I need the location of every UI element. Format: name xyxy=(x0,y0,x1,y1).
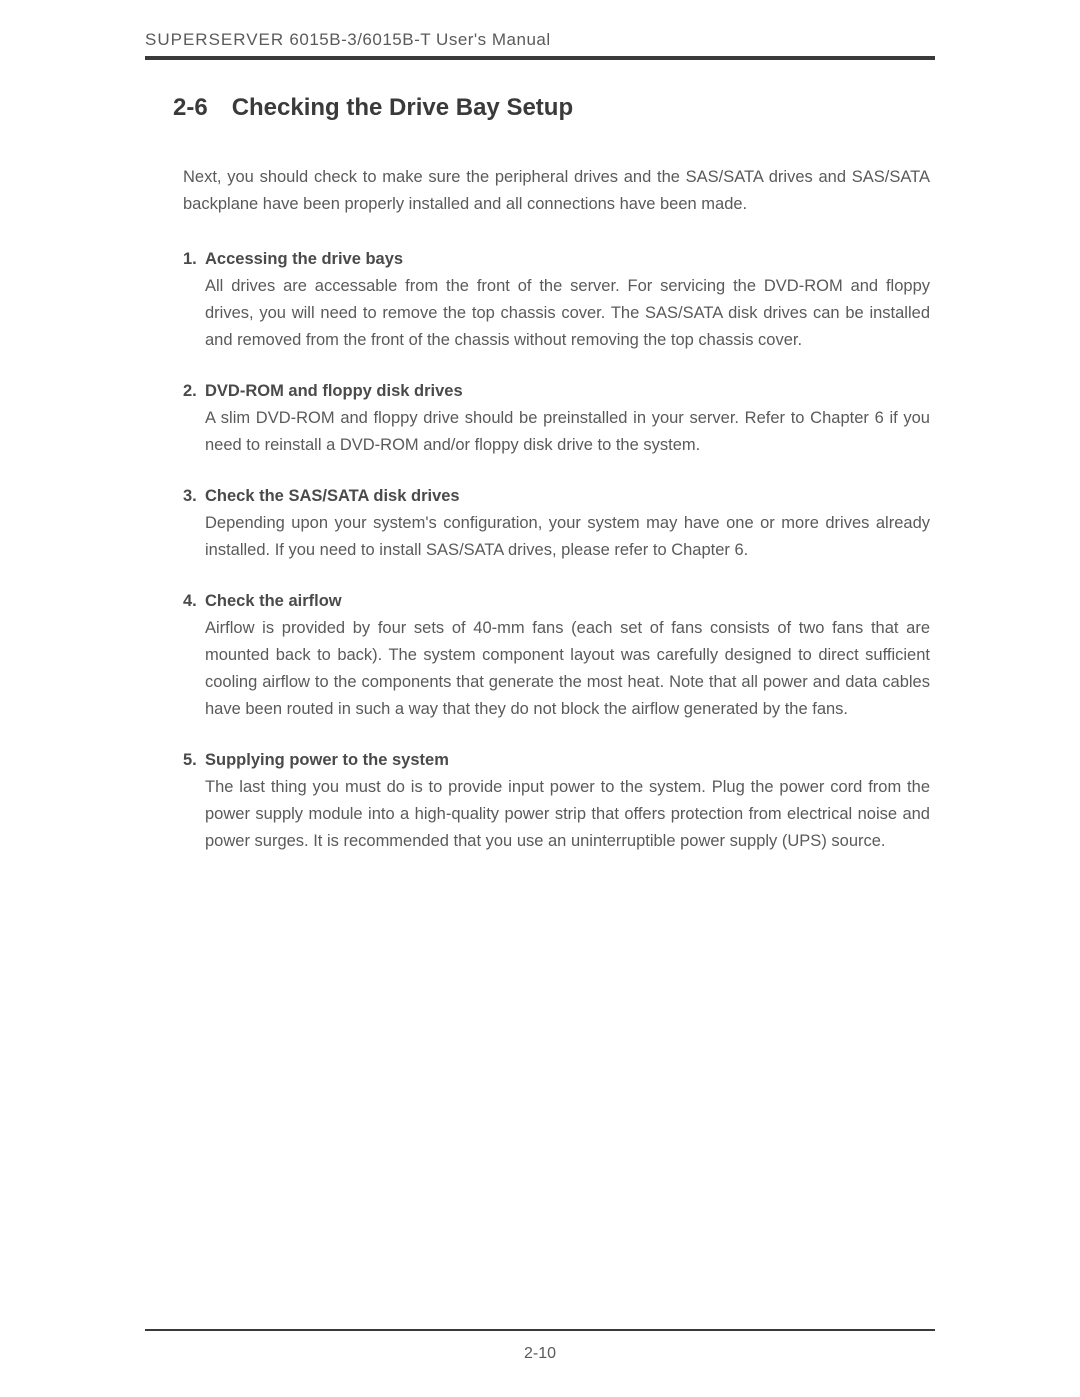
list-item-body: All drives are accessable from the front… xyxy=(205,273,930,354)
footer-rule xyxy=(145,1329,935,1331)
list-item-heading: 3. Check the SAS/SATA disk drives xyxy=(183,487,930,506)
list-item-number: 2. xyxy=(183,382,205,401)
section-number: 2-6 xyxy=(173,94,208,121)
section-title: 2-6 Checking the Drive Bay Setup xyxy=(173,94,935,122)
list-item-body: The last thing you must do is to provide… xyxy=(205,774,930,855)
list-item-heading: 4. Check the airflow xyxy=(183,592,930,611)
list-item-number: 4. xyxy=(183,592,205,611)
list-item: 2. DVD-ROM and floppy disk drives A slim… xyxy=(183,382,930,459)
section-title-text: Checking the Drive Bay Setup xyxy=(232,94,573,121)
header-rule xyxy=(145,56,935,60)
list-item-body: Airflow is provided by four sets of 40-m… xyxy=(205,615,930,723)
list-item: 1. Accessing the drive bays All drives a… xyxy=(183,250,930,354)
intro-paragraph: Next, you should check to make sure the … xyxy=(183,164,930,218)
page-container: SUPERSERVER 6015B-3/6015B-T User's Manua… xyxy=(0,0,1080,855)
header-model: 6015B-3/6015B-T User's Manual xyxy=(289,30,550,49)
list-item: 3. Check the SAS/SATA disk drives Depend… xyxy=(183,487,930,564)
list-item: 4. Check the airflow Airflow is provided… xyxy=(183,592,930,723)
page-header: SUPERSERVER 6015B-3/6015B-T User's Manua… xyxy=(145,30,935,50)
list-item-number: 1. xyxy=(183,250,205,269)
header-product: SUPERSERVER xyxy=(145,30,284,49)
list-item-heading: 1. Accessing the drive bays xyxy=(183,250,930,269)
list-item-number: 3. xyxy=(183,487,205,506)
list-item-number: 5. xyxy=(183,751,205,770)
list-item: 5. Supplying power to the system The las… xyxy=(183,751,930,855)
list-item-title: Check the SAS/SATA disk drives xyxy=(205,487,460,506)
numbered-list: 1. Accessing the drive bays All drives a… xyxy=(183,250,930,855)
list-item-heading: 5. Supplying power to the system xyxy=(183,751,930,770)
page-number: 2-10 xyxy=(0,1345,1080,1363)
list-item-body: A slim DVD-ROM and floppy drive should b… xyxy=(205,405,930,459)
list-item-heading: 2. DVD-ROM and floppy disk drives xyxy=(183,382,930,401)
list-item-title: DVD-ROM and floppy disk drives xyxy=(205,382,463,401)
list-item-title: Supplying power to the system xyxy=(205,751,449,770)
list-item-title: Check the airflow xyxy=(205,592,342,611)
list-item-title: Accessing the drive bays xyxy=(205,250,403,269)
list-item-body: Depending upon your system's configurati… xyxy=(205,510,930,564)
